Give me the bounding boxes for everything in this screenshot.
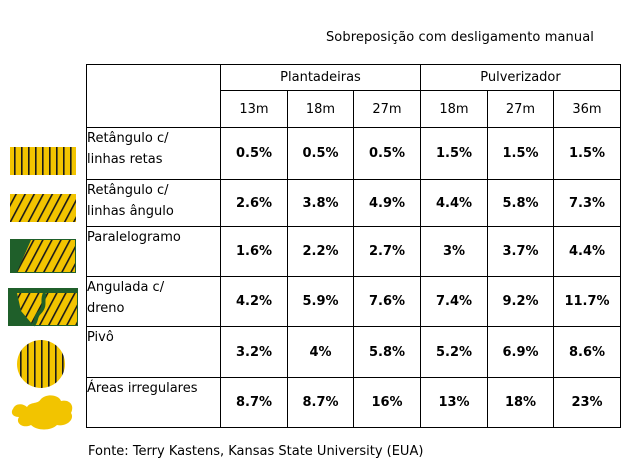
chart-title: Sobreposição com desligamento manual bbox=[325, 30, 594, 45]
table-cell: 9.2% bbox=[487, 276, 554, 327]
table-cell: 3% bbox=[420, 226, 488, 277]
group-header-pulverizador: Pulverizador bbox=[420, 64, 621, 91]
pivot-circle-field-icon bbox=[17, 340, 65, 388]
table-cell: 7.4% bbox=[420, 276, 488, 327]
table-cell: 0.5% bbox=[220, 127, 288, 180]
table-cell: 4.9% bbox=[353, 179, 421, 227]
table-cell: 4.4% bbox=[420, 179, 488, 227]
width-header: 13m bbox=[220, 90, 288, 128]
table-cell: 8.6% bbox=[553, 326, 621, 378]
table-row: Paralelogramo 1.6% 2.2% 2.7% 3% 3.7% 4.4… bbox=[86, 226, 621, 277]
table-cell: 5.8% bbox=[353, 326, 421, 378]
row-label: Angulada c/dreno bbox=[86, 276, 221, 327]
row-label: Retângulo c/linhas retas bbox=[86, 127, 221, 180]
table-cell: 18% bbox=[487, 377, 554, 428]
angled-field-with-drain-icon bbox=[8, 288, 78, 327]
table-row: Retângulo c/linhas ângulo 2.6% 3.8% 4.9%… bbox=[86, 179, 621, 227]
rectangle-straight-rows-icon bbox=[10, 147, 76, 175]
table-cell: 3.8% bbox=[287, 179, 354, 227]
table-cell: 13% bbox=[420, 377, 488, 428]
parallelogram-field-icon bbox=[10, 239, 76, 273]
rectangle-angled-rows-icon bbox=[10, 194, 76, 222]
table-cell: 23% bbox=[553, 377, 621, 428]
row-label: Pivô bbox=[86, 326, 221, 378]
table-cell: 4.2% bbox=[220, 276, 288, 327]
table-cell: 4% bbox=[287, 326, 354, 378]
irregular-area-icon bbox=[11, 395, 73, 430]
table-cell: 11.7% bbox=[553, 276, 621, 327]
table-corner-cell bbox=[86, 64, 221, 128]
table-cell: 8.7% bbox=[287, 377, 354, 428]
row-label: Áreas irregulares bbox=[86, 377, 221, 428]
width-header: 18m bbox=[287, 90, 354, 128]
table-cell: 0.5% bbox=[353, 127, 421, 180]
width-header: 27m bbox=[487, 90, 554, 128]
group-header-plantadeiras: Plantadeiras bbox=[220, 64, 421, 91]
table-cell: 5.9% bbox=[287, 276, 354, 327]
width-header: 27m bbox=[353, 90, 421, 128]
table-cell: 3.2% bbox=[220, 326, 288, 378]
table-cell: 2.6% bbox=[220, 179, 288, 227]
table-cell: 5.8% bbox=[487, 179, 554, 227]
table-row: Retângulo c/linhas retas 0.5% 0.5% 0.5% … bbox=[86, 127, 621, 180]
table-cell: 3.7% bbox=[487, 226, 554, 277]
source-caption: Fonte: Terry Kastens, Kansas State Unive… bbox=[88, 444, 424, 459]
table-cell: 7.3% bbox=[553, 179, 621, 227]
table-row: Áreas irregulares 8.7% 8.7% 16% 13% 18% … bbox=[86, 377, 621, 428]
table-cell: 6.9% bbox=[487, 326, 554, 378]
table-cell: 8.7% bbox=[220, 377, 288, 428]
table-cell: 4.4% bbox=[553, 226, 621, 277]
table-cell: 1.6% bbox=[220, 226, 288, 277]
row-label: Paralelogramo bbox=[86, 226, 221, 277]
width-header: 18m bbox=[420, 90, 488, 128]
table-cell: 7.6% bbox=[353, 276, 421, 327]
table-cell: 5.2% bbox=[420, 326, 488, 378]
table-cell: 2.7% bbox=[353, 226, 421, 277]
overlap-table: Plantadeiras Pulverizador 13m 18m 27m 18… bbox=[86, 64, 621, 428]
width-header: 36m bbox=[553, 90, 621, 128]
table-cell: 16% bbox=[353, 377, 421, 428]
table-cell: 1.5% bbox=[553, 127, 621, 180]
row-label: Retângulo c/linhas ângulo bbox=[86, 179, 221, 227]
table-cell: 0.5% bbox=[287, 127, 354, 180]
table-row: Angulada c/dreno 4.2% 5.9% 7.6% 7.4% 9.2… bbox=[86, 276, 621, 327]
table-row: Pivô 3.2% 4% 5.8% 5.2% 6.9% 8.6% bbox=[86, 326, 621, 378]
table-cell: 1.5% bbox=[487, 127, 554, 180]
table-cell: 1.5% bbox=[420, 127, 488, 180]
table-cell: 2.2% bbox=[287, 226, 354, 277]
